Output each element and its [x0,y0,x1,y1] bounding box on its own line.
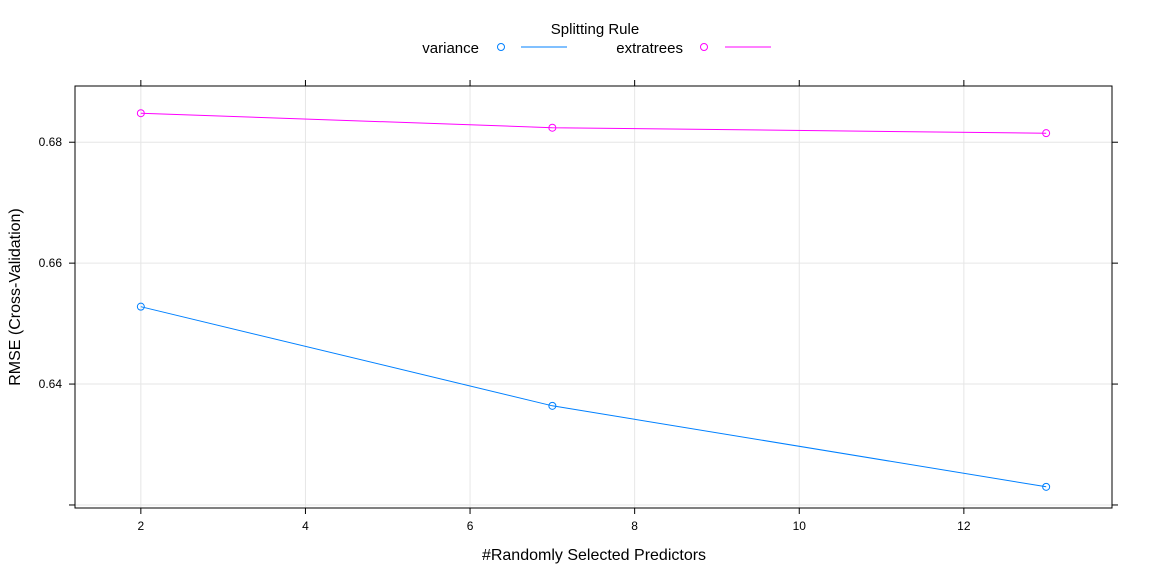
data-point-variance [1042,482,1051,491]
plot-panel [74,85,1113,509]
x-tick-label: 10 [793,519,807,533]
legend-label-extratrees: extratrees [616,40,683,57]
y-axis-title: RMSE (Cross-Validation) [7,208,24,386]
series-points [136,109,1051,491]
data-point-extratrees [548,123,557,132]
data-point-variance [548,401,557,410]
y-tick-label: 0.64 [39,377,63,391]
x-tick-label: 6 [467,519,474,533]
x-axis-title: #Randomly Selected Predictors [482,547,706,564]
x-tick-label: 8 [631,519,638,533]
series-line-variance [140,306,1047,488]
data-point-variance [136,302,145,311]
y-tick-label: 0.66 [39,256,63,270]
legend-marker-variance [497,43,505,51]
axes: 2 4 6 8 10 12 0.64 0.66 0.68 [39,80,1118,533]
x-tick-label: 12 [957,519,971,533]
x-tick-label: 4 [302,519,309,533]
legend-marker-extratrees [700,43,708,51]
legend-title: Splitting Rule [551,21,639,38]
data-point-extratrees [1042,129,1051,138]
x-tick-label: 2 [137,519,144,533]
series-line-extratrees [140,112,1047,134]
series-lines [140,112,1047,488]
legend: variance extratrees [422,40,771,57]
legend-label-variance: variance [422,40,479,57]
data-point-extratrees [136,109,145,118]
grid [75,86,1112,508]
y-tick-label: 0.68 [39,135,63,149]
